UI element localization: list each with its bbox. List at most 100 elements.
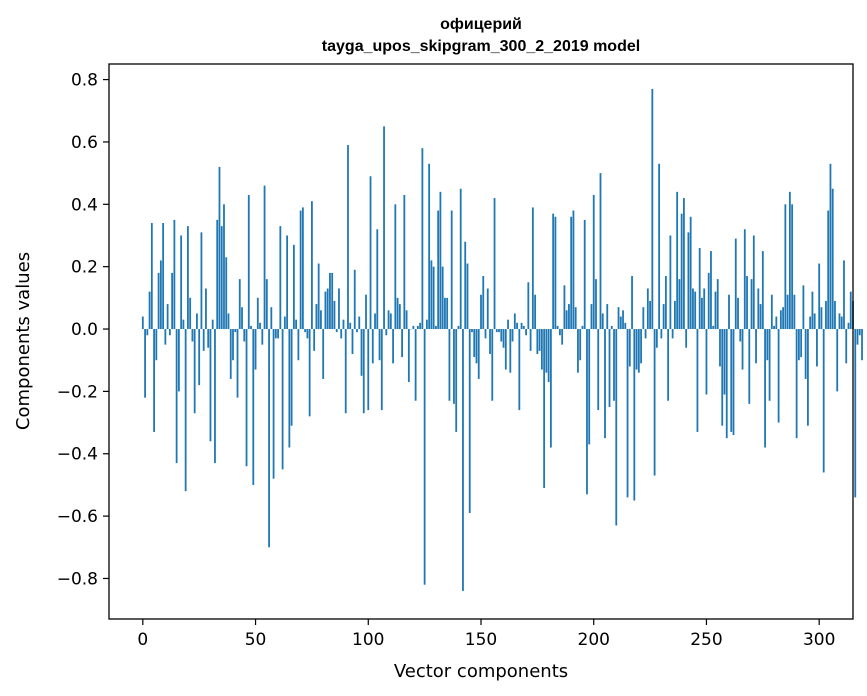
bar-153 [486, 288, 489, 330]
bar-60 [277, 329, 279, 339]
bar-246 [696, 329, 699, 432]
bar-50 [254, 329, 257, 370]
bar-145 [468, 329, 471, 513]
bar-80 [322, 329, 325, 379]
bar-22 [191, 329, 194, 342]
bar-288 [791, 204, 794, 330]
bar-173 [531, 207, 534, 330]
y-axis-label: Components values [13, 252, 34, 430]
bar-234 [669, 235, 672, 330]
bar-224 [646, 288, 649, 330]
bar-314 [849, 291, 852, 330]
bar-20 [187, 226, 189, 330]
bar-266 [741, 329, 744, 370]
bar-37 [225, 257, 228, 330]
x-tick-label: 150 [465, 630, 497, 650]
bar-304 [827, 210, 830, 330]
bar-215 [626, 329, 629, 498]
bar-1 [144, 329, 146, 398]
bar-186 [561, 329, 564, 345]
bar-134 [444, 297, 446, 330]
bar-27 [202, 329, 205, 351]
y-tick-label: −0.2 [57, 382, 98, 402]
bar-138 [453, 329, 455, 404]
bar-267 [743, 229, 746, 330]
bar-10 [164, 329, 167, 345]
bar-116 [403, 194, 406, 330]
bar-241 [685, 329, 688, 348]
bar-269 [748, 329, 751, 404]
x-tick-label: 0 [137, 630, 148, 650]
bar-94 [353, 269, 356, 330]
bar-28 [205, 288, 207, 330]
bar-69 [297, 329, 300, 361]
bar-260 [728, 294, 730, 330]
bar-295 [807, 329, 809, 426]
bar-252 [710, 251, 712, 330]
bar-18 [182, 319, 185, 330]
bar-85 [333, 300, 336, 330]
bar-165 [513, 313, 516, 330]
bar-278 [768, 329, 771, 401]
bar-289 [793, 294, 796, 330]
bar-26 [200, 232, 203, 330]
bar-52 [259, 322, 261, 330]
bar-156 [493, 198, 496, 330]
bar-282 [777, 329, 780, 423]
bar-217 [631, 276, 633, 330]
bar-146 [471, 329, 473, 333]
bar-152 [484, 329, 487, 339]
bar-107 [383, 126, 385, 330]
bar-227 [653, 329, 656, 476]
bar-84 [331, 272, 334, 330]
bar-183 [554, 216, 557, 330]
bar-203 [599, 173, 602, 330]
bar-51 [256, 297, 259, 330]
bar-151 [482, 276, 485, 330]
bar-164 [511, 329, 514, 342]
bar-42 [236, 329, 239, 398]
bar-125 [423, 329, 426, 585]
bar-53 [261, 329, 264, 345]
bar-275 [761, 251, 764, 330]
bar-208 [610, 325, 613, 330]
bar-254 [714, 291, 717, 330]
bar-238 [678, 279, 681, 330]
bar-122 [416, 325, 419, 330]
bar-12 [168, 329, 171, 336]
bar-114 [398, 304, 401, 330]
bar-298 [813, 313, 816, 330]
bar-280 [773, 325, 775, 330]
bar-184 [556, 325, 559, 330]
y-tick-label: 0.0 [71, 320, 98, 340]
bar-255 [716, 279, 719, 330]
bar-301 [820, 307, 823, 330]
bar-202 [597, 329, 600, 411]
bar-95 [356, 329, 358, 333]
bar-68 [295, 319, 298, 330]
bar-196 [583, 219, 586, 330]
bar-272 [755, 329, 757, 364]
bar-313 [847, 322, 850, 330]
bar-137 [450, 210, 453, 330]
bar-181 [549, 329, 552, 448]
bar-177 [540, 329, 543, 370]
chart-subtitle: tayga_upos_skipgram_300_2_2019 model [322, 38, 640, 55]
bar-25 [198, 329, 201, 386]
bar-287 [788, 191, 791, 330]
x-tick-label: 300 [803, 630, 835, 650]
bar-72 [304, 329, 307, 333]
bar-89 [342, 319, 345, 330]
bar-235 [671, 329, 674, 339]
bar-223 [644, 329, 647, 339]
bar-204 [601, 313, 604, 330]
bar-206 [606, 304, 609, 330]
x-axis-label: Vector components [394, 661, 568, 682]
bar-194 [579, 329, 582, 361]
bar-305 [829, 163, 832, 330]
bar-70 [299, 210, 302, 330]
bar-163 [509, 329, 512, 373]
bar-8 [159, 260, 162, 330]
bar-318 [858, 329, 861, 336]
bar-21 [189, 297, 192, 330]
